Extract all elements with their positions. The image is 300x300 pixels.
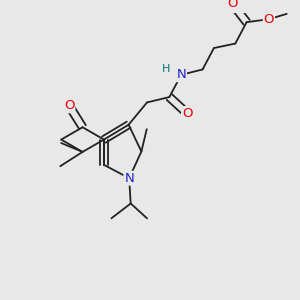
Text: N: N bbox=[124, 172, 134, 185]
Text: H: H bbox=[162, 64, 170, 74]
Text: O: O bbox=[264, 13, 274, 26]
Text: O: O bbox=[227, 0, 238, 10]
Text: N: N bbox=[176, 68, 186, 81]
Text: O: O bbox=[64, 99, 74, 112]
Text: O: O bbox=[182, 107, 192, 120]
